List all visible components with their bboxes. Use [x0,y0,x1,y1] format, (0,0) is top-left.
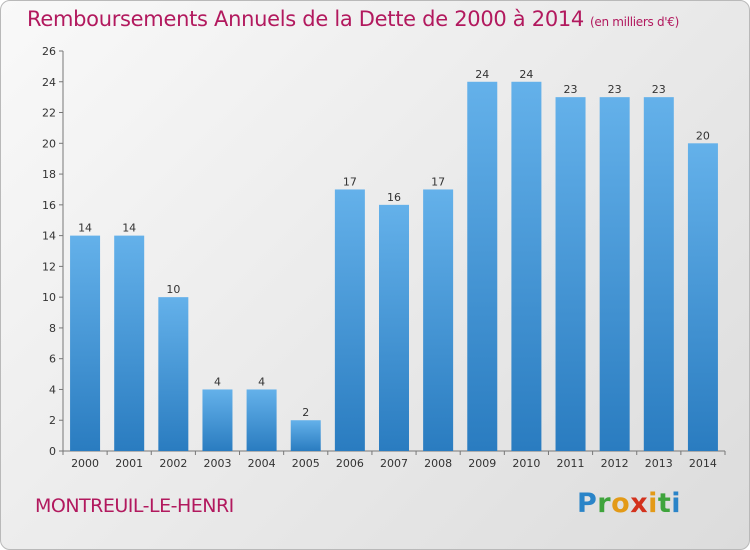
y-tick-label: 16 [42,199,56,212]
bar-value-label: 24 [475,68,489,81]
y-tick-label: 20 [42,137,56,150]
bar-value-label: 2 [302,406,309,419]
y-tick-label: 18 [42,168,56,181]
bar [290,420,321,451]
y-tick-label: 8 [49,322,56,335]
x-tick-label: 2014 [689,457,717,470]
x-tick-label: 2001 [115,457,143,470]
bar [643,97,674,452]
logo-letter: t [657,488,672,519]
bar [202,389,233,451]
bar [70,235,101,451]
logo-letter: i [648,488,658,519]
bar-value-label: 20 [696,129,710,142]
y-tick-label: 2 [49,414,56,427]
chart-title: Remboursements Annuels de la Dette de 20… [27,7,679,31]
x-tick-label: 2009 [468,457,496,470]
logo-letter: i [671,488,682,519]
bar-value-label: 23 [564,83,578,96]
logo-letter: o [611,488,631,519]
x-axis: 2000 2001 2002 2003 2004 2005 2006 2007 2008 2009… [62,450,726,470]
bar [687,143,718,452]
bar [555,97,586,452]
x-tick-label: 2005 [292,457,320,470]
y-tick-label: 26 [42,45,56,58]
bar [467,81,498,452]
x-tick-label: 2007 [380,457,408,470]
x-tick-label: 2004 [248,457,276,470]
bar-value-label: 4 [258,375,265,388]
bar-value-label: 17 [431,175,445,188]
bar-value-label: 16 [387,191,401,204]
proxiti-logo[interactable]: Proxiti [577,488,681,519]
bar-series: 14 14 10 4 4 2 17 16 17 24 24 23 23 23 20 [70,68,718,452]
logo-letter: r [597,488,612,519]
x-tick-label: 2010 [512,457,540,470]
x-tick-label: 2011 [557,457,585,470]
y-tick-label: 4 [49,383,56,396]
bar [246,389,277,451]
x-tick-label: 2002 [159,457,187,470]
y-tick-label: 14 [42,230,56,243]
bar-value-label: 14 [78,222,92,235]
bar-value-label: 17 [343,175,357,188]
y-tick-label: 22 [42,107,56,120]
bar-value-label: 23 [652,83,666,96]
x-tick-label: 2013 [645,457,673,470]
y-tick-label: 6 [49,353,56,366]
y-tick-label: 10 [42,291,56,304]
bar [511,81,542,452]
y-tick-label: 12 [42,260,56,273]
bar-value-label: 10 [166,283,180,296]
y-tick-label: 24 [42,76,56,89]
x-tick-label: 2012 [601,457,629,470]
x-tick-label: 2008 [424,457,452,470]
chart-subtitle: (en milliers d'€) [590,15,680,29]
bar-value-label: 14 [122,222,136,235]
x-tick-label: 2006 [336,457,364,470]
bar-value-label: 4 [214,375,221,388]
chart-title-text: Remboursements Annuels de la Dette de 20… [27,7,584,31]
bar [423,189,454,451]
x-tick-label: 2000 [71,457,99,470]
bar-value-label: 23 [608,83,622,96]
bar [334,189,365,451]
logo-letter: P [577,488,598,519]
bar [599,97,630,452]
bar [158,297,189,451]
y-tick-label: 0 [49,445,56,458]
logo-letter: x [630,488,649,519]
x-tick-label: 2003 [203,457,231,470]
town-name: MONTREUIL-LE-HENRI [35,495,234,517]
bar-value-label: 24 [519,68,533,81]
bar [379,204,409,451]
bar [114,235,145,451]
